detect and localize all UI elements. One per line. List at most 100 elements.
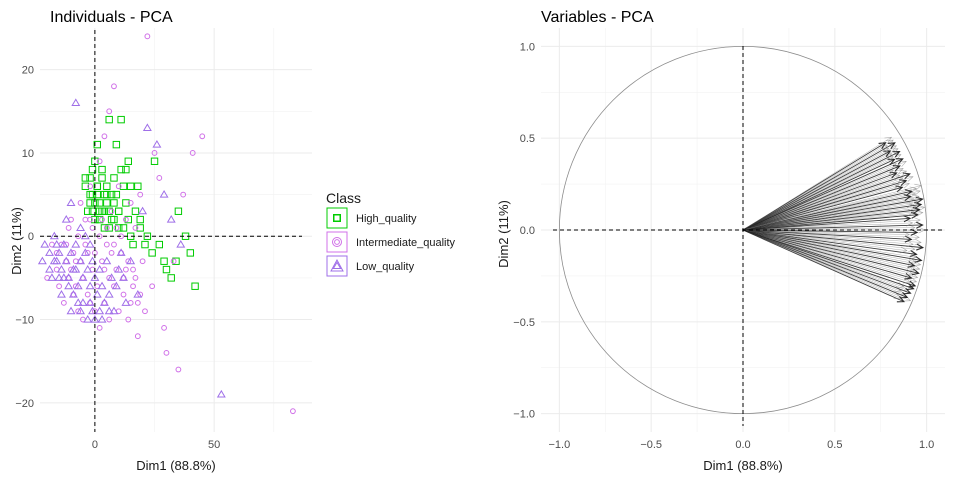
data-point [89,225,96,231]
data-point [113,225,120,231]
variable-arrow [742,206,921,231]
data-point [119,182,128,190]
data-point [45,248,55,256]
data-point [129,240,137,249]
data-point [174,207,183,215]
data-point [92,289,102,298]
data-point [64,281,74,290]
data-point [66,306,76,315]
data-point [77,200,84,206]
x-tick-label: 1.0 [919,439,934,451]
variable-arrow [742,229,906,303]
data-point [98,174,106,182]
data-point [60,299,67,306]
data-point [122,266,129,273]
data-point [98,207,106,215]
individuals-points [37,33,296,415]
variable-arrow [742,150,892,231]
data-point [49,231,59,240]
data-point [101,133,108,140]
data-point [61,215,71,223]
data-point [83,314,93,323]
variable-arrow [742,211,919,231]
variable-arrow [742,179,908,231]
data-point [56,283,62,290]
data-point [95,264,105,273]
variable-arrow [742,201,923,231]
y-tick-label: 0.5 [520,133,535,145]
legend-symbol-inner [333,214,341,222]
data-point [134,182,142,190]
x-tick-label: 50 [208,439,220,451]
y-tick-label: 0 [28,231,34,243]
data-point [95,207,104,215]
data-point [105,207,113,215]
data-point [85,239,95,248]
variable-arrow [742,229,917,260]
data-point [98,165,106,174]
data-point [115,207,123,215]
data-point [81,174,90,182]
variable-arrow [742,158,904,231]
data-point [142,308,148,315]
variable-arrow [742,219,914,231]
data-point [136,224,144,232]
data-point [52,256,62,265]
data-point [96,158,103,165]
data-point [155,240,163,249]
data-point [78,298,88,306]
y-tick-label: −20 [15,398,34,410]
data-point [93,182,101,190]
data-point [99,298,109,306]
data-point [136,215,144,224]
y-tick-label: 10 [22,148,34,160]
variable-arrow [742,165,901,231]
legend-label: Low_quality [356,261,415,273]
legend-symbol [332,261,342,270]
data-point [95,199,104,207]
data-point [103,190,111,199]
variable-arrow [742,172,911,231]
data-point [97,281,107,290]
data-point [122,216,129,223]
data-point [167,274,175,282]
data-point [199,133,206,140]
data-point [112,190,121,199]
data-point [132,225,139,231]
variable-arrow [742,160,907,231]
variable-arrow [742,204,926,231]
y-tick-label: 0.0 [520,225,535,237]
data-point [105,224,113,232]
x-tick-label: −0.5 [640,439,662,451]
variable-arrow [742,153,893,231]
data-point [73,281,83,290]
data-point [127,200,134,206]
series-High_quality [81,115,199,290]
individuals-title: Individuals - PCA [50,9,173,26]
data-point [180,191,187,198]
data-point [107,273,117,281]
data-point [117,165,125,174]
data-point [80,248,90,256]
data-point [186,249,195,257]
data-point [125,316,132,323]
data-point [88,207,97,215]
data-point [124,157,132,165]
variable-arrow [742,175,914,231]
data-point [105,115,113,124]
data-point [80,231,90,240]
data-point [93,140,101,149]
data-point [103,182,111,190]
data-point [103,241,110,248]
data-point [124,215,132,224]
legend-title: Class [326,190,361,206]
data-point [111,281,121,290]
variable-arrow [742,229,914,248]
data-point [166,215,176,223]
data-point [78,273,88,281]
data-point [111,83,117,90]
data-point [151,150,158,156]
data-point [126,182,135,190]
data-point [108,208,115,215]
data-point [76,223,86,231]
